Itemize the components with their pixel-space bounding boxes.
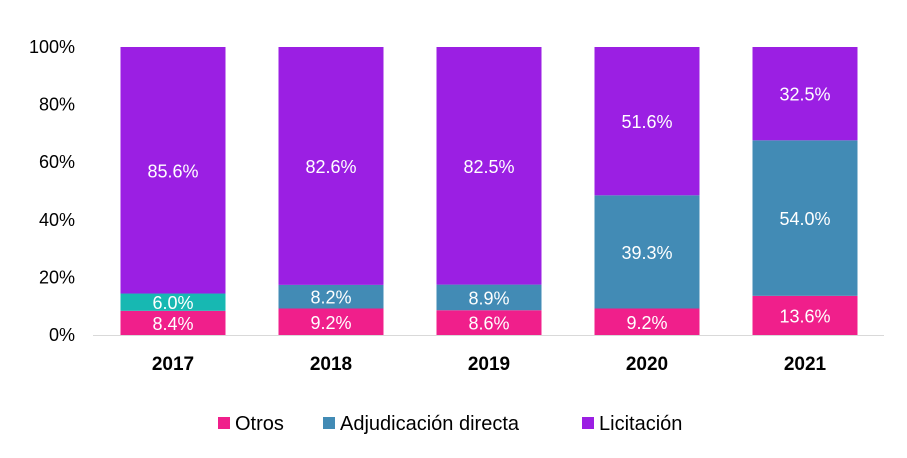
data-label: 8.9%: [468, 288, 509, 308]
data-label: 6.0%: [152, 293, 193, 313]
data-label: 13.6%: [779, 306, 830, 326]
data-label: 8.6%: [468, 314, 509, 334]
bar-segment: [752, 295, 858, 335]
bar-segment: [278, 284, 384, 309]
y-tick-label: 60%: [39, 152, 75, 172]
legend: Otros Adjudicación directa Licitación: [218, 413, 682, 435]
y-tick-label: 40%: [39, 210, 75, 230]
x-tick-label: 2020: [626, 354, 668, 375]
bar-segment: [120, 293, 226, 311]
data-label: 82.5%: [463, 157, 514, 177]
x-tick-label: 2017: [152, 354, 194, 375]
y-tick-label: 0%: [49, 325, 75, 345]
legend-swatch: [582, 417, 594, 429]
bar-segment: [594, 195, 700, 309]
x-tick-label: 2021: [784, 354, 827, 375]
legend-label: Otros: [235, 413, 284, 435]
bar-segment: [594, 47, 700, 196]
y-tick-label: 80%: [39, 95, 75, 115]
data-label: 9.2%: [626, 313, 667, 333]
x-tick-label: 2019: [468, 354, 510, 375]
legend-label: Adjudicación directa: [340, 413, 520, 435]
bar-segment: [278, 308, 384, 335]
data-label: 82.6%: [305, 157, 356, 177]
y-tick-label: 20%: [39, 267, 75, 287]
data-label: 8.4%: [152, 314, 193, 334]
bars: 8.4%6.0% 85.6% 9.2% 8.2% 82.6% 8.6% 8.9% 82.5% 9…: [120, 47, 858, 335]
data-label: 39.3%: [621, 243, 672, 263]
data-label: 54.0%: [779, 209, 830, 229]
y-tick-label: 100%: [29, 37, 75, 57]
legend-swatch: [323, 417, 335, 429]
data-label: 85.6%: [147, 161, 198, 181]
bar-segment: [594, 308, 700, 335]
x-axis: 2017 2018 2019 2020 2021: [152, 354, 827, 375]
x-tick-label: 2018: [310, 354, 352, 375]
bar-segment: [752, 47, 858, 141]
y-axis: 0% 20% 40% 60% 80% 100%: [29, 37, 75, 345]
bar-segment: [436, 47, 542, 285]
data-label: 8.2%: [310, 288, 351, 308]
bar-segment: [120, 47, 226, 294]
data-label: 51.6%: [621, 112, 672, 132]
bar-segment: [752, 140, 858, 296]
legend-label: Licitación: [599, 413, 682, 435]
legend-swatch: [218, 417, 230, 429]
bar-segment: [278, 47, 384, 285]
bar-segment: [120, 310, 226, 335]
data-label: 9.2%: [310, 313, 351, 333]
bar-segment: [436, 310, 542, 335]
bar-segment: [436, 284, 542, 311]
data-label: 32.5%: [779, 85, 830, 105]
